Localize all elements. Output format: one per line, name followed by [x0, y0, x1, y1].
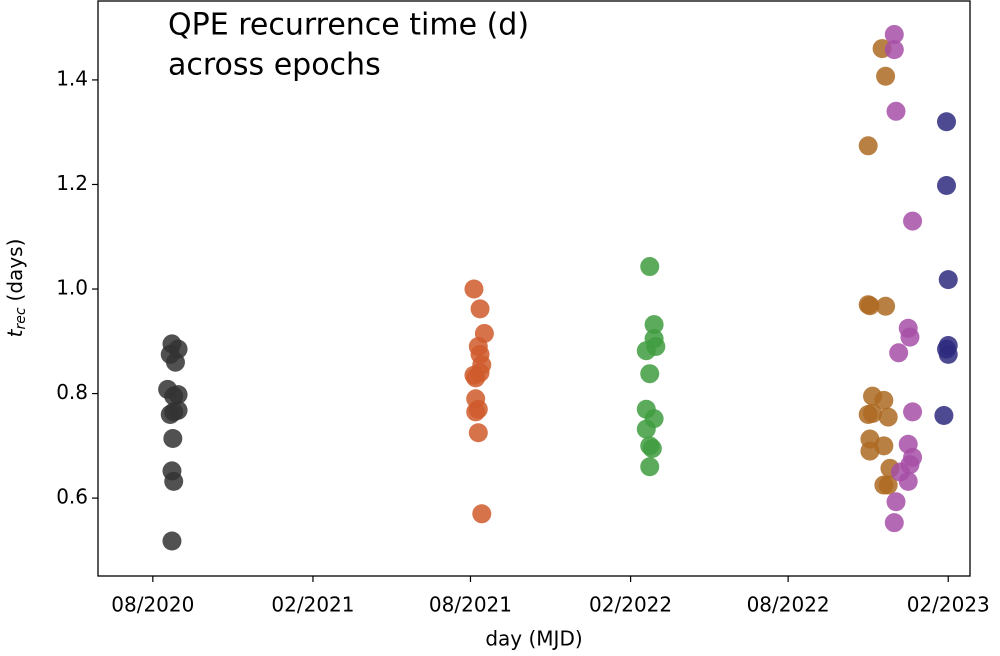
x-tick-label: 02/2021: [271, 593, 354, 617]
y-tick-label: 1.4: [56, 66, 88, 90]
data-point: [860, 441, 880, 461]
data-point: [644, 315, 664, 335]
y-tick-label: 1.0: [56, 276, 88, 300]
data-point: [903, 402, 923, 422]
data-point: [164, 471, 184, 491]
y-axis-label: trec (days): [3, 239, 30, 338]
data-point: [886, 101, 906, 121]
y-axis-label-subscript: rec: [13, 307, 29, 329]
x-tick-label: 08/2022: [747, 593, 830, 617]
data-point: [636, 341, 656, 361]
y-axis-label-unit: (days): [3, 239, 27, 302]
data-point: [858, 136, 878, 156]
data-point: [886, 492, 906, 512]
data-point: [640, 364, 660, 384]
data-point: [903, 211, 923, 231]
data-point: [889, 343, 909, 363]
chart-title: across epochs: [168, 48, 381, 83]
y-tick-label: 1.2: [56, 171, 88, 195]
data-point: [876, 66, 896, 86]
data-point: [640, 257, 660, 277]
data-point: [860, 296, 880, 316]
data-point: [878, 475, 898, 495]
data-point: [165, 352, 185, 372]
x-axis-label: day (MJD): [485, 627, 582, 651]
data-point: [876, 296, 896, 316]
data-point: [900, 327, 920, 347]
data-point: [470, 363, 490, 383]
data-point: [938, 344, 958, 364]
data-point: [642, 438, 662, 458]
data-point: [937, 176, 957, 196]
data-point: [468, 423, 488, 443]
y-tick-label: 0.8: [56, 380, 88, 404]
data-point: [884, 40, 904, 60]
data-point: [472, 504, 492, 524]
data-point: [640, 457, 660, 477]
data-point: [466, 402, 486, 422]
data-point: [874, 390, 894, 410]
data-point: [934, 406, 954, 426]
data-point: [863, 403, 883, 423]
plot-frame: [97, 0, 971, 577]
y-tick-label: 0.6: [56, 485, 88, 509]
data-point: [162, 531, 182, 551]
data-point: [898, 471, 918, 491]
data-point: [164, 402, 184, 422]
data-point: [884, 24, 904, 44]
data-point: [937, 112, 957, 132]
data-point: [938, 270, 958, 290]
x-tick-label: 08/2020: [111, 593, 194, 617]
data-point: [636, 419, 656, 439]
y-axis-label-symbol: t: [3, 328, 27, 337]
chart-title: QPE recurrence time (d): [168, 8, 529, 43]
data-point: [163, 429, 183, 449]
x-tick-label: 08/2021: [429, 593, 512, 617]
data-point: [464, 279, 484, 299]
x-tick-label: 02/2022: [589, 593, 672, 617]
data-point: [884, 513, 904, 533]
data-point: [878, 407, 898, 427]
data-point: [470, 299, 490, 319]
x-tick-label: 02/2023: [907, 593, 990, 617]
